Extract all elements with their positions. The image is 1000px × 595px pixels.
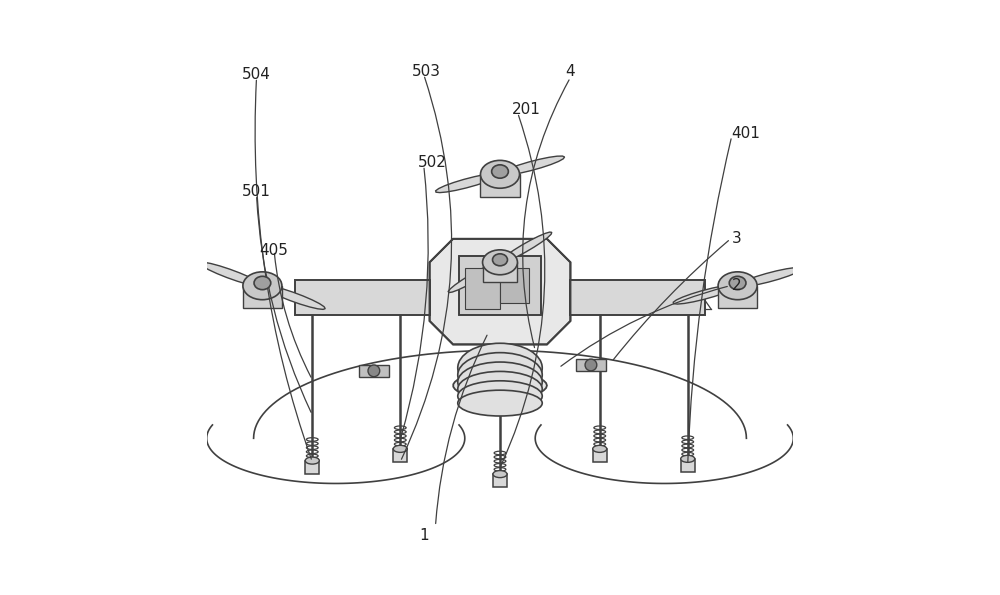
Ellipse shape	[483, 250, 517, 275]
Ellipse shape	[493, 254, 507, 266]
Ellipse shape	[458, 371, 542, 406]
Text: 501: 501	[242, 184, 271, 199]
Text: 401: 401	[732, 126, 761, 141]
Polygon shape	[738, 268, 802, 287]
Bar	[459, 256, 541, 315]
Bar	[483, 262, 517, 282]
Polygon shape	[673, 285, 738, 304]
Bar	[359, 365, 389, 377]
Bar	[459, 256, 541, 315]
Text: 504: 504	[242, 67, 271, 82]
Bar	[465, 268, 500, 309]
Ellipse shape	[458, 381, 542, 411]
Polygon shape	[448, 262, 500, 293]
Bar	[493, 474, 507, 487]
Ellipse shape	[254, 276, 271, 290]
Ellipse shape	[493, 471, 507, 478]
Ellipse shape	[733, 280, 742, 286]
Bar	[305, 461, 319, 474]
Bar	[718, 286, 757, 308]
Bar	[593, 449, 607, 462]
Bar	[243, 286, 282, 308]
Text: 503: 503	[412, 64, 441, 79]
Text: 3: 3	[732, 231, 741, 246]
Text: 2: 2	[732, 278, 741, 293]
Bar	[681, 459, 695, 472]
Ellipse shape	[718, 272, 757, 300]
Bar	[570, 280, 705, 315]
Ellipse shape	[393, 445, 407, 452]
Text: 405: 405	[259, 243, 288, 258]
Polygon shape	[200, 262, 262, 287]
Ellipse shape	[585, 359, 597, 371]
Text: 201: 201	[512, 102, 541, 117]
Ellipse shape	[458, 362, 542, 402]
Bar	[500, 268, 529, 303]
Polygon shape	[430, 239, 570, 345]
Ellipse shape	[593, 445, 607, 452]
Bar	[295, 280, 430, 315]
Ellipse shape	[305, 457, 319, 464]
Ellipse shape	[243, 272, 282, 300]
Text: 1: 1	[419, 528, 429, 543]
Ellipse shape	[458, 353, 542, 397]
Text: 502: 502	[418, 155, 447, 170]
Text: 4: 4	[566, 64, 575, 79]
Ellipse shape	[496, 257, 504, 263]
Polygon shape	[263, 285, 325, 309]
Bar	[393, 449, 407, 462]
Ellipse shape	[681, 455, 695, 462]
Polygon shape	[453, 364, 547, 407]
Ellipse shape	[258, 280, 267, 286]
Ellipse shape	[458, 390, 542, 416]
Bar	[480, 174, 520, 196]
Ellipse shape	[480, 161, 520, 188]
Polygon shape	[436, 173, 500, 193]
Polygon shape	[500, 156, 565, 176]
Ellipse shape	[496, 168, 504, 175]
Polygon shape	[500, 232, 552, 262]
Ellipse shape	[492, 165, 508, 178]
Ellipse shape	[458, 343, 542, 393]
Ellipse shape	[729, 276, 746, 290]
Ellipse shape	[368, 365, 380, 377]
Bar	[576, 359, 606, 371]
